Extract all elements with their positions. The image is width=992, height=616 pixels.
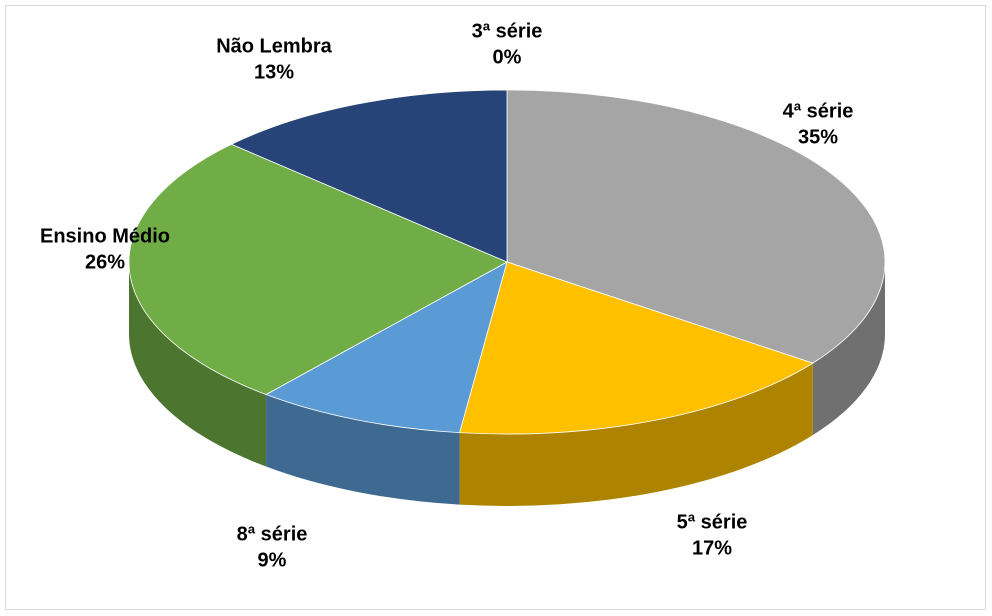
pie-side (129, 262, 267, 467)
slice-label-value: 17% (692, 537, 732, 559)
slice-label-value: 35% (798, 126, 838, 148)
slice-label-value: 0% (493, 46, 522, 68)
pie-slice (265, 261, 508, 434)
slice-label-value: 26% (85, 251, 125, 273)
slice-label-name: 4ª série (783, 100, 854, 122)
slice-label-name: 8ª série (237, 523, 308, 545)
pie-side (812, 262, 885, 436)
pie-side (266, 394, 460, 505)
slice-label-value: 13% (254, 61, 294, 83)
pie-slice (506, 89, 886, 364)
pie-slice (230, 89, 508, 263)
pie-slice (128, 143, 508, 395)
slice-label-name: Ensino Médio (40, 225, 170, 247)
pie-side (459, 363, 813, 506)
slice-label-name: Não Lembra (216, 35, 332, 57)
pie-slice (459, 261, 814, 435)
slice-label-name: 3ª série (472, 20, 543, 42)
slice-label-name: 5ª série (677, 511, 748, 533)
slice-label-value: 9% (258, 549, 287, 571)
